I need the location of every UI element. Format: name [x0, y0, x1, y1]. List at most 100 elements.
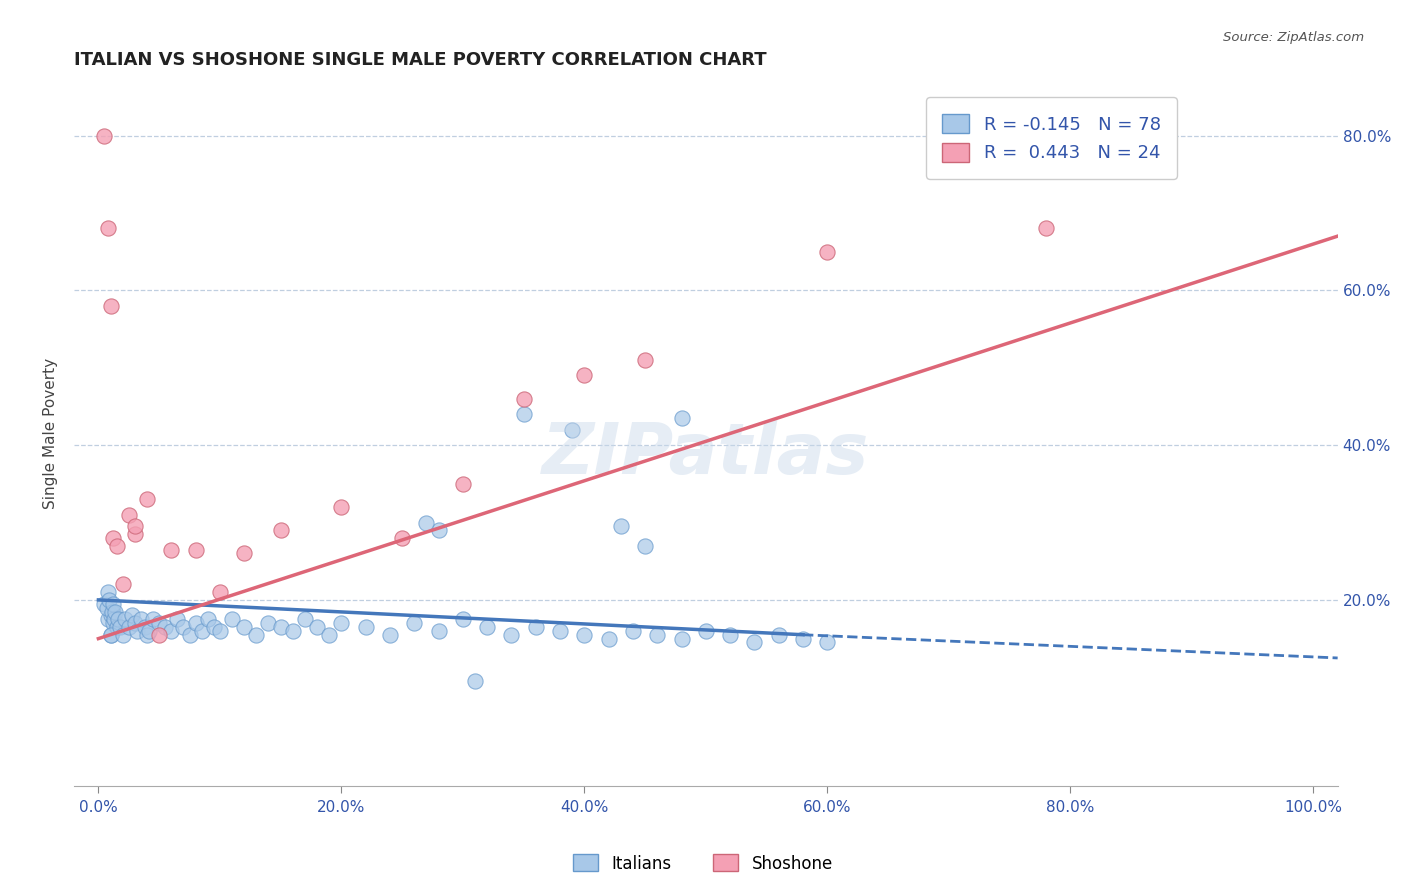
Point: [208, 624, 231, 638]
Point: [501, 628, 523, 642]
Point: [202, 620, 225, 634]
Point: [718, 628, 741, 642]
Point: [114, 612, 136, 626]
Point: [574, 628, 596, 642]
Point: [100, 299, 122, 313]
Y-axis label: Single Male Poverty: Single Male Poverty: [44, 358, 58, 509]
Point: [815, 244, 838, 259]
Point: [768, 628, 790, 642]
Point: [645, 628, 668, 642]
Text: ITALIAN VS SHOSHONE SINGLE MALE POVERTY CORRELATION CHART: ITALIAN VS SHOSHONE SINGLE MALE POVERTY …: [75, 51, 766, 69]
Point: [184, 616, 207, 631]
Point: [184, 542, 207, 557]
Point: [744, 635, 766, 649]
Point: [792, 632, 814, 646]
Point: [190, 624, 212, 638]
Point: [111, 628, 134, 642]
Text: Source: ZipAtlas.com: Source: ZipAtlas.com: [1223, 31, 1364, 45]
Point: [160, 542, 183, 557]
Point: [100, 628, 122, 642]
Point: [98, 593, 121, 607]
Point: [104, 605, 127, 619]
Point: [100, 628, 122, 642]
Point: [427, 624, 450, 638]
Point: [100, 605, 122, 619]
Point: [124, 519, 146, 533]
Point: [208, 585, 231, 599]
Point: [134, 620, 156, 634]
Point: [524, 620, 547, 634]
Point: [103, 612, 125, 626]
Point: [634, 353, 657, 368]
Point: [197, 612, 219, 626]
Point: [451, 476, 474, 491]
Point: [160, 624, 183, 638]
Point: [475, 620, 498, 634]
Point: [634, 539, 657, 553]
Point: [97, 585, 120, 599]
Point: [136, 492, 159, 507]
Point: [105, 620, 128, 634]
Point: [610, 519, 633, 533]
Point: [110, 620, 132, 634]
Point: [155, 620, 177, 634]
Point: [815, 635, 838, 649]
Point: [124, 527, 146, 541]
Point: [136, 628, 159, 642]
Point: [111, 577, 134, 591]
Point: [97, 221, 120, 235]
Point: [179, 628, 201, 642]
Point: [233, 620, 256, 634]
Point: [101, 531, 124, 545]
Point: [148, 616, 170, 631]
Point: [281, 624, 304, 638]
Point: [464, 674, 486, 689]
Point: [172, 620, 194, 634]
Point: [138, 624, 160, 638]
Point: [148, 628, 170, 642]
Point: [330, 500, 353, 514]
Point: [415, 516, 437, 530]
Point: [451, 612, 474, 626]
Point: [101, 616, 124, 631]
Point: [270, 620, 292, 634]
Point: [100, 608, 122, 623]
Point: [129, 612, 152, 626]
Point: [101, 605, 124, 619]
Point: [118, 620, 141, 634]
Point: [512, 392, 534, 406]
Point: [621, 624, 644, 638]
Point: [294, 612, 316, 626]
Point: [574, 368, 596, 383]
Point: [330, 616, 353, 631]
Point: [270, 523, 292, 537]
Point: [257, 616, 280, 631]
Legend: R = -0.145   N = 78, R =  0.443   N = 24: R = -0.145 N = 78, R = 0.443 N = 24: [927, 97, 1177, 178]
Point: [97, 612, 120, 626]
Point: [221, 612, 243, 626]
Point: [695, 624, 717, 638]
Point: [245, 628, 267, 642]
Point: [118, 508, 141, 522]
Point: [105, 539, 128, 553]
Point: [598, 632, 620, 646]
Point: [671, 632, 693, 646]
Point: [561, 423, 583, 437]
Text: ZIPatlas: ZIPatlas: [543, 420, 869, 489]
Point: [127, 624, 149, 638]
Point: [93, 597, 115, 611]
Point: [166, 612, 188, 626]
Point: [1035, 221, 1057, 235]
Point: [512, 407, 534, 421]
Point: [404, 616, 426, 631]
Point: [233, 546, 256, 560]
Point: [391, 531, 413, 545]
Point: [107, 612, 129, 626]
Point: [101, 597, 124, 611]
Point: [378, 628, 401, 642]
Point: [96, 600, 118, 615]
Point: [105, 620, 128, 634]
Point: [93, 128, 115, 143]
Point: [307, 620, 329, 634]
Point: [318, 628, 340, 642]
